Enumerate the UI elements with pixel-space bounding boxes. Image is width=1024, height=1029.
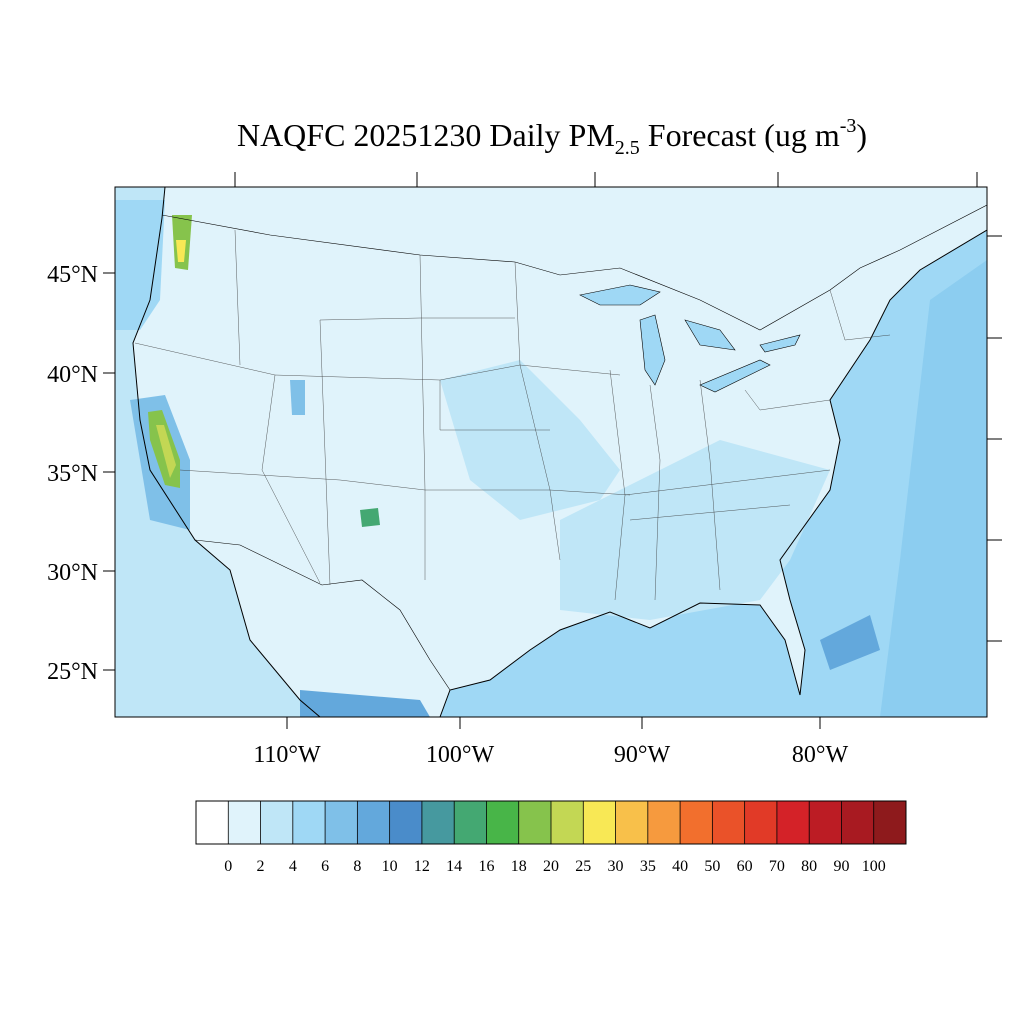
colorbar-label: 8 xyxy=(353,858,361,875)
map-axes: 45°N 40°N 35°N 30°N 25°N 110°W 100°W 90°W 80°W xyxy=(47,172,1002,768)
coastline xyxy=(439,229,987,717)
colorbar-label: 20 xyxy=(543,858,559,875)
colorbar-swatch xyxy=(712,801,745,844)
colorbar-label: 16 xyxy=(478,858,494,875)
lon-label: 100°W xyxy=(426,742,495,768)
atlantic-gulf xyxy=(440,230,987,717)
pm-region xyxy=(560,440,830,620)
colorbar-swatch xyxy=(518,801,551,844)
plot-frame xyxy=(114,186,988,718)
colorbar-label: 90 xyxy=(833,858,849,875)
title-superscript: -3 xyxy=(840,115,857,137)
lake xyxy=(639,314,666,386)
pm-region xyxy=(156,425,176,478)
colorbar-swatch xyxy=(454,801,487,844)
colorbar-swatch xyxy=(680,801,713,844)
colorbar-swatch xyxy=(486,801,519,844)
colorbar-swatch xyxy=(841,801,874,844)
colorbar-swatch xyxy=(647,801,681,844)
colorbar-label: 0 xyxy=(224,858,232,875)
colorbar-label: 2 xyxy=(257,858,265,875)
lake xyxy=(684,319,736,351)
ocean-shade xyxy=(880,260,987,717)
coastline xyxy=(132,187,321,717)
pm-region xyxy=(300,690,430,717)
colorbar-swatch xyxy=(325,801,358,844)
colorbar-label: 40 xyxy=(672,858,688,875)
colorbar-swatch xyxy=(292,801,326,844)
title-text: Forecast (ug m xyxy=(640,117,840,153)
colorbar-swatch xyxy=(260,801,293,844)
lon-label: 90°W xyxy=(614,742,671,768)
colorbar-swatch xyxy=(196,801,229,844)
lon-label: 80°W xyxy=(792,742,849,768)
state-lines xyxy=(134,229,891,601)
colorbar-swatch xyxy=(421,801,455,844)
colorbar-label: 14 xyxy=(446,858,462,875)
pm-region xyxy=(440,360,620,520)
map xyxy=(115,187,987,717)
colorbar-swatch xyxy=(809,801,842,844)
title-text: NAQFC 20251230 Daily PM xyxy=(237,117,615,153)
lat-label: 25°N xyxy=(47,659,98,685)
colorbar-label: 80 xyxy=(801,858,817,875)
colorbar-label: 25 xyxy=(575,858,591,875)
lat-label: 45°N xyxy=(47,262,98,288)
colorbar-swatch xyxy=(873,801,906,844)
lon-label: 110°W xyxy=(253,742,321,768)
colorbar-swatch xyxy=(744,801,777,844)
lake xyxy=(759,334,801,353)
colorbar-label: 6 xyxy=(321,858,329,875)
colorbar-label: 60 xyxy=(737,858,753,875)
colorbar: 0 2 4 6 8 10 12 14 16 18 20 25 30 35 40 50 60 70 80 90 100 xyxy=(195,800,907,875)
colorbar-label: 18 xyxy=(511,858,527,875)
lat-label: 30°N xyxy=(47,560,98,586)
pm-region xyxy=(176,240,186,262)
colorbar-swatch xyxy=(776,801,810,844)
title: NAQFC 20251230 Daily PM2.5 Forecast (ug … xyxy=(237,115,867,159)
colorbar-swatch xyxy=(583,801,616,844)
colorbar-label: 50 xyxy=(704,858,720,875)
colorbar-swatch xyxy=(228,801,261,844)
border xyxy=(161,204,987,331)
colorbar-label: 4 xyxy=(289,858,297,875)
lake xyxy=(579,284,661,306)
colorbar-swatch xyxy=(357,801,390,844)
lake xyxy=(699,359,771,393)
colorbar-label: 30 xyxy=(608,858,624,875)
colorbar-label: 100 xyxy=(862,858,886,875)
colorbar-label: 70 xyxy=(769,858,785,875)
pm-region xyxy=(360,508,380,527)
colorbar-label: 10 xyxy=(382,858,398,875)
border xyxy=(194,539,451,691)
colorbar-swatch xyxy=(389,801,422,844)
title-text: ) xyxy=(856,117,867,153)
colorbar-swatch xyxy=(551,801,584,844)
colorbar-frame xyxy=(195,800,907,845)
lat-label: 40°N xyxy=(47,362,98,388)
pm-region xyxy=(290,380,305,415)
lat-label: 35°N xyxy=(47,461,98,487)
colorbar-swatch xyxy=(615,801,648,844)
colorbar-label: 35 xyxy=(640,858,656,875)
pacific-ocean xyxy=(115,187,320,717)
pm-region xyxy=(115,200,165,330)
colorbar-label: 12 xyxy=(414,858,430,875)
title-subscript: 2.5 xyxy=(615,137,640,159)
pm-region xyxy=(820,615,880,670)
